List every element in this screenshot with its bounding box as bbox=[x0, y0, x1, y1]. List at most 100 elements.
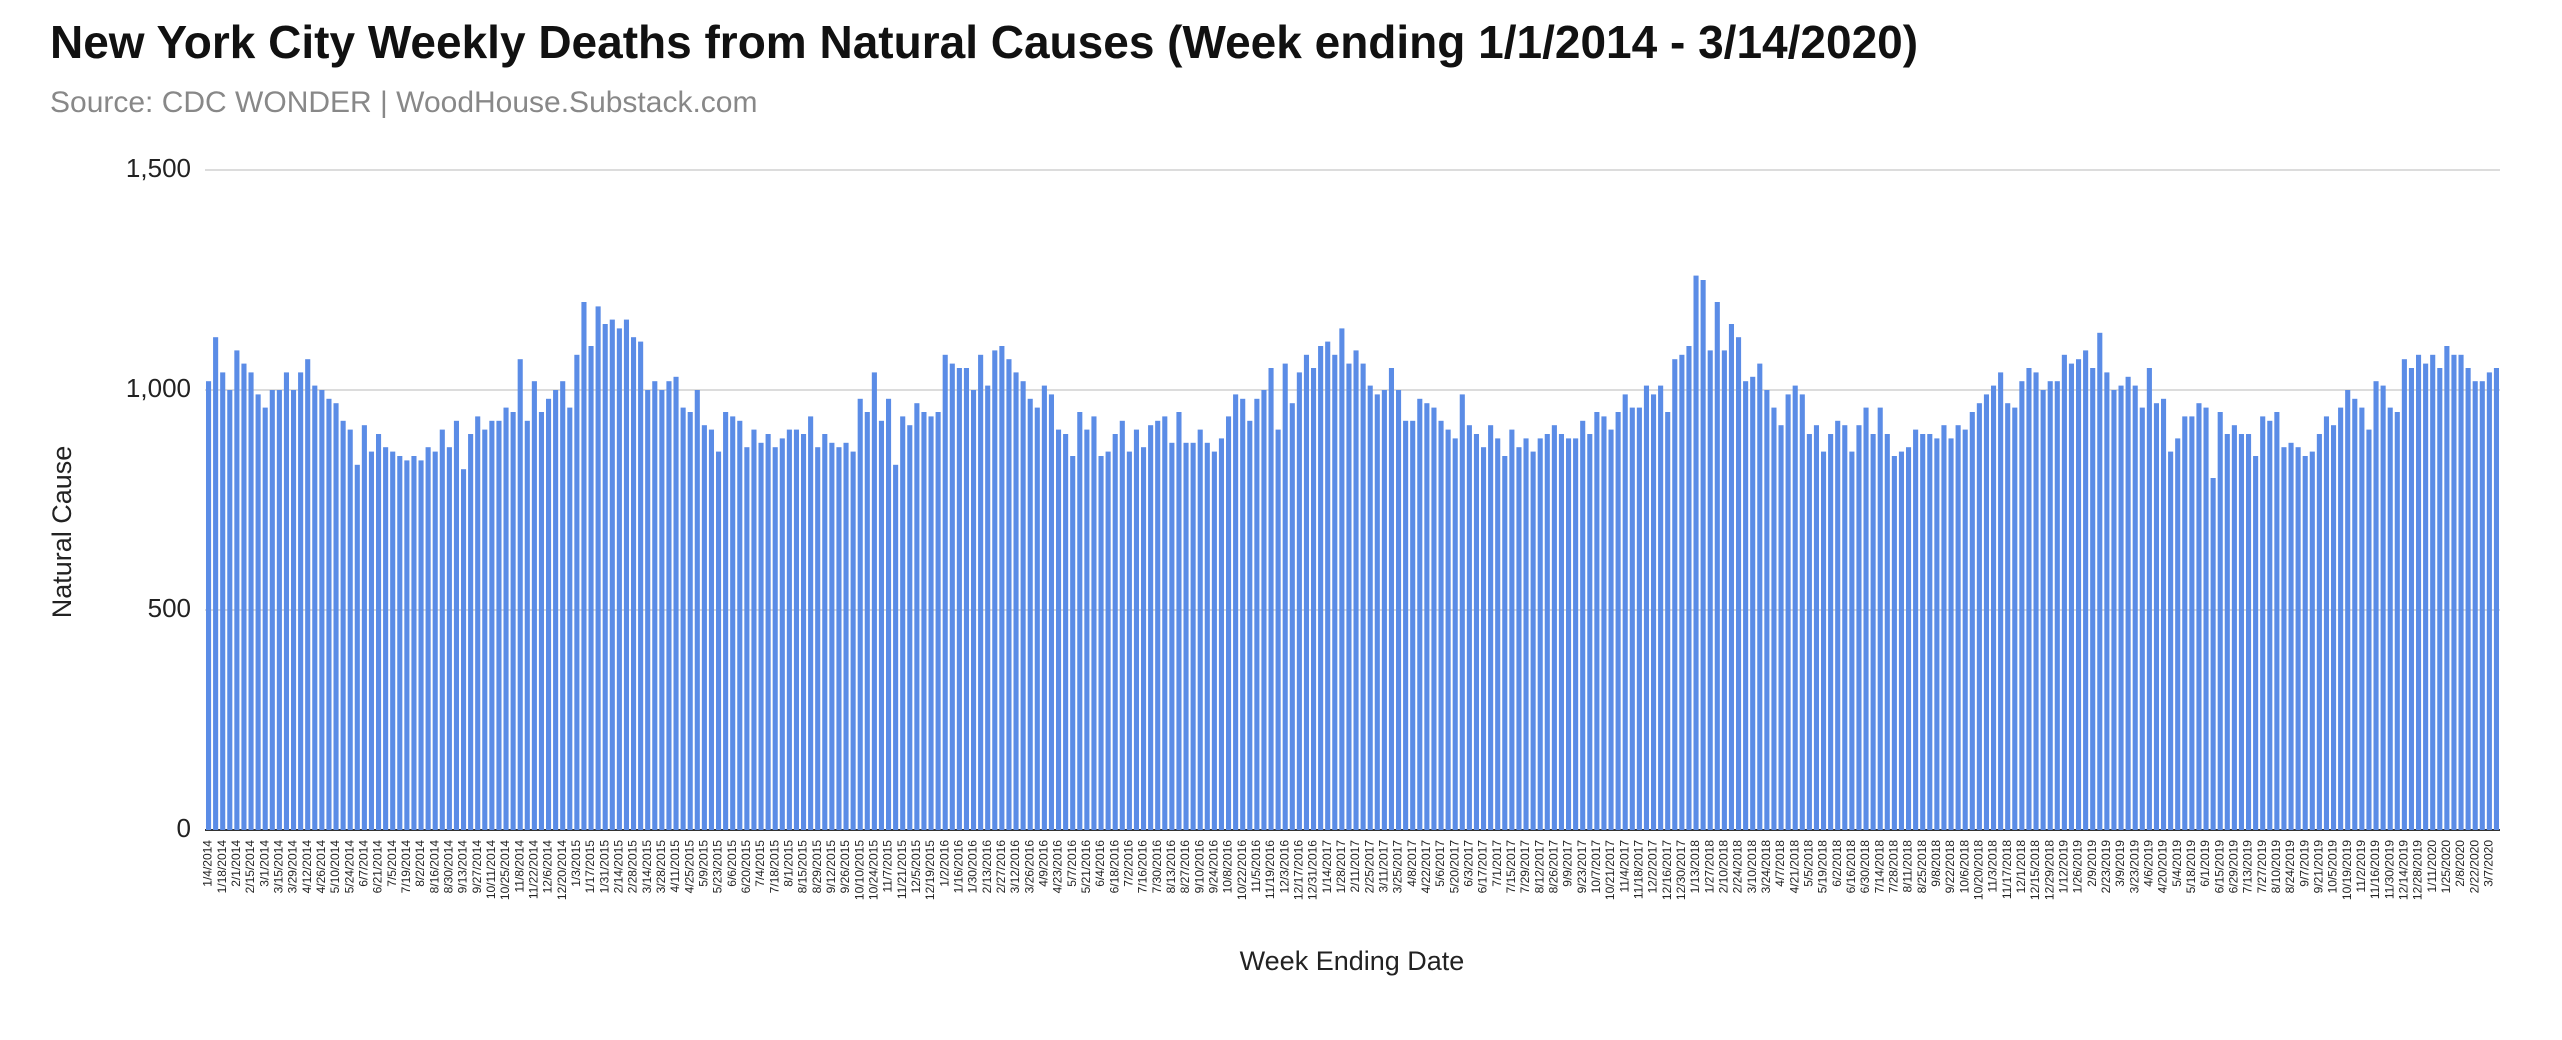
bar bbox=[1842, 425, 1848, 830]
bar bbox=[545, 398, 552, 830]
x-tick-label: 6/21/2014 bbox=[371, 840, 385, 894]
x-tick-label: 11/4/2017 bbox=[1617, 840, 1631, 893]
x-tick-label: 5/10/2014 bbox=[328, 840, 342, 894]
x-tick-label: 5/23/2015 bbox=[711, 840, 725, 894]
bar bbox=[1920, 434, 1926, 830]
bar bbox=[758, 442, 764, 830]
bar bbox=[425, 447, 431, 830]
bar bbox=[2111, 390, 2117, 830]
bar bbox=[2423, 363, 2429, 830]
x-tick-label: 3/10/2018 bbox=[1745, 840, 1759, 894]
bar bbox=[553, 390, 559, 830]
bar bbox=[305, 359, 311, 830]
x-tick-label: 6/17/2017 bbox=[1476, 840, 1490, 894]
x-tick-label: 1/18/2014 bbox=[215, 840, 229, 894]
bar bbox=[1325, 341, 1331, 830]
y-tick-label: 500 bbox=[148, 593, 191, 623]
bar bbox=[1466, 425, 1472, 830]
x-tick-label: 3/12/2016 bbox=[1008, 840, 1022, 894]
x-tick-label: 4/23/2016 bbox=[1051, 840, 1065, 894]
bar bbox=[1913, 429, 1919, 830]
bar bbox=[1360, 363, 1366, 830]
x-tick-label: 12/31/2016 bbox=[1306, 840, 1320, 900]
x-tick-label: 1/4/2014 bbox=[201, 840, 215, 887]
bar bbox=[616, 328, 622, 830]
x-tick-label: 5/7/2016 bbox=[1065, 840, 1079, 887]
bar bbox=[2040, 390, 2046, 830]
x-tick-label: 4/9/2016 bbox=[1037, 840, 1051, 887]
bar bbox=[1792, 385, 1798, 830]
x-tick-label: 6/16/2018 bbox=[1844, 840, 1858, 894]
x-tick-label: 9/21/2019 bbox=[2312, 840, 2326, 894]
bar bbox=[241, 363, 247, 830]
x-tick-label: 11/3/2018 bbox=[1986, 840, 2000, 893]
x-tick-label: 10/21/2017 bbox=[1603, 840, 1617, 900]
bar bbox=[2323, 416, 2330, 830]
bar bbox=[630, 337, 637, 830]
bar bbox=[1962, 429, 1968, 830]
x-tick-label: 12/15/2018 bbox=[2028, 840, 2042, 900]
x-tick-label: 1/11/2020 bbox=[2425, 840, 2439, 893]
x-tick-label: 1/31/2015 bbox=[597, 840, 611, 894]
x-tick-label: 1/2/2016 bbox=[937, 840, 951, 887]
bar bbox=[1403, 420, 1409, 830]
x-tick-label: 11/22/2014 bbox=[527, 840, 541, 899]
bar bbox=[475, 416, 481, 830]
bar bbox=[2189, 416, 2195, 830]
x-tick-label: 9/8/2018 bbox=[1929, 840, 1943, 887]
bar bbox=[928, 416, 934, 830]
bar bbox=[1551, 425, 1557, 830]
x-tick-label: 9/12/2015 bbox=[824, 840, 838, 894]
x-tick-label: 8/12/2017 bbox=[1532, 840, 1546, 894]
bar bbox=[1523, 438, 1529, 830]
bar bbox=[1055, 429, 1062, 830]
bar bbox=[1905, 447, 1912, 830]
x-tick-label: 10/10/2015 bbox=[852, 840, 866, 900]
bar bbox=[361, 425, 367, 830]
bar bbox=[390, 451, 396, 830]
x-tick-label: 6/1/2019 bbox=[2198, 840, 2212, 887]
chart-title: New York City Weekly Deaths from Natural… bbox=[50, 16, 1918, 68]
bar bbox=[1870, 434, 1876, 830]
bar bbox=[298, 372, 304, 830]
x-tick-label: 7/16/2016 bbox=[1136, 840, 1150, 894]
bar bbox=[1225, 416, 1232, 830]
bar bbox=[1332, 354, 1338, 830]
x-tick-label: 2/15/2014 bbox=[243, 840, 257, 894]
bar bbox=[1020, 381, 1026, 830]
bar bbox=[595, 306, 601, 830]
bar bbox=[1820, 451, 1827, 830]
bar bbox=[1119, 420, 1125, 830]
bar bbox=[1799, 394, 1805, 830]
x-tick-label: 4/22/2017 bbox=[1419, 840, 1433, 894]
bar bbox=[1650, 394, 1657, 830]
x-tick-label: 8/11/2018 bbox=[1901, 840, 1915, 893]
bar bbox=[2238, 434, 2245, 830]
bar bbox=[1941, 425, 1947, 830]
bar bbox=[2493, 368, 2500, 830]
x-tick-label: 1/3/2015 bbox=[569, 840, 583, 887]
x-tick-label: 2/22/2020 bbox=[2467, 840, 2481, 894]
bar bbox=[808, 416, 814, 830]
bar bbox=[1148, 425, 1154, 830]
x-tick-label: 12/19/2015 bbox=[923, 840, 937, 900]
bar bbox=[779, 438, 785, 830]
bar bbox=[2153, 403, 2160, 830]
bar bbox=[1155, 420, 1161, 830]
x-tick-label: 6/15/2019 bbox=[2212, 840, 2226, 894]
bar bbox=[1006, 359, 1012, 830]
x-tick-label: 4/21/2018 bbox=[1787, 840, 1801, 894]
x-tick-label: 4/8/2017 bbox=[1405, 840, 1419, 887]
bar bbox=[822, 434, 828, 830]
x-tick-label: 5/9/2015 bbox=[697, 840, 711, 887]
bar bbox=[1374, 394, 1380, 830]
x-tick-label: 2/8/2020 bbox=[2453, 840, 2467, 887]
bar bbox=[227, 390, 233, 830]
bar bbox=[1537, 438, 1543, 830]
bar bbox=[2288, 442, 2294, 830]
x-tick-label: 3/25/2017 bbox=[1391, 840, 1405, 894]
bar bbox=[1013, 372, 1019, 830]
bar bbox=[439, 429, 445, 830]
x-tick-label: 2/24/2018 bbox=[1731, 840, 1745, 894]
x-tick-label: 12/28/2019 bbox=[2411, 840, 2425, 900]
